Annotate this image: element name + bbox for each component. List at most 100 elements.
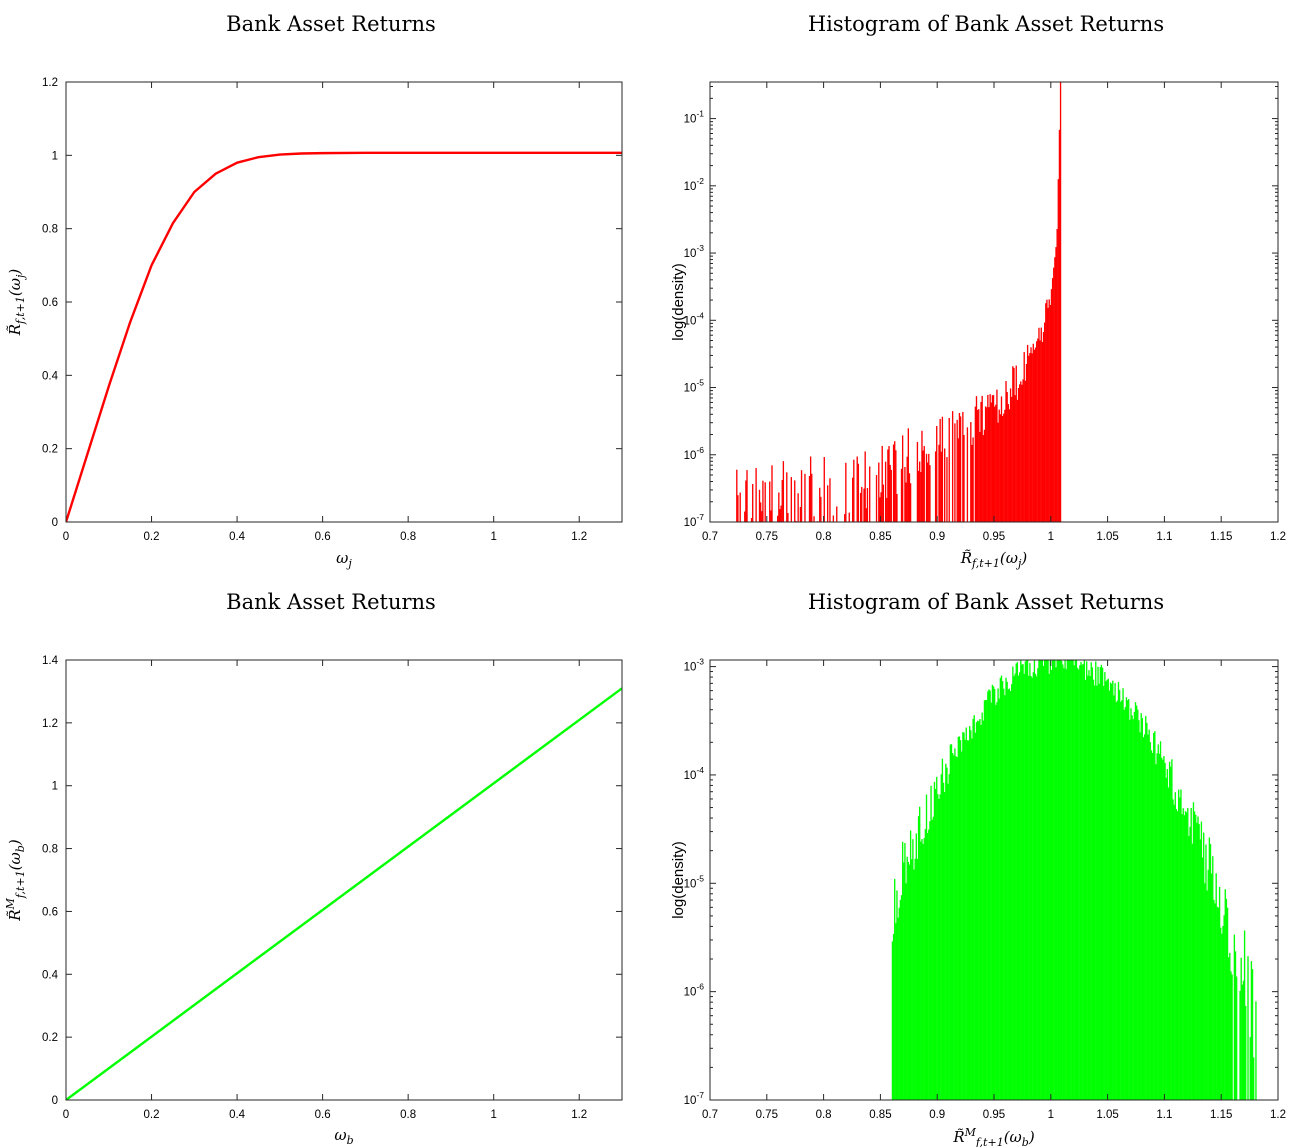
histogram-bar [992, 686, 995, 1100]
chart-title: Bank Asset Returns [226, 590, 436, 614]
histogram-bar [906, 456, 908, 522]
histogram-bar [1104, 672, 1106, 1100]
histogram-bar [1024, 661, 1027, 1100]
histogram-bar [925, 453, 928, 522]
histogram-bar [804, 473, 806, 522]
histogram-bar [1139, 732, 1141, 1100]
histogram-bar [1026, 660, 1029, 1100]
histogram-bar [892, 444, 895, 522]
histogram-bar [1021, 384, 1023, 522]
histogram-bar [1156, 753, 1158, 1100]
x-axis-label: R̃f,t+1(ωj) [960, 549, 1028, 570]
histogram-bar [1189, 826, 1191, 1100]
histogram-bar [1199, 839, 1201, 1100]
histogram-bar [827, 485, 829, 522]
chart-1: Bank Asset Returns 0 0.2 0.4 0.6 0.8 1 1.2 0 0.2 0… [6, 12, 623, 570]
histogram-bar [1224, 889, 1226, 1100]
histogram-bar [750, 518, 753, 522]
histogram-bar [1133, 711, 1136, 1100]
histogram-bar [1155, 764, 1157, 1100]
histogram-bar [782, 461, 785, 522]
histogram-bar [890, 469, 892, 522]
x-tick-label: 1 [490, 531, 496, 543]
histogram-bar [1087, 675, 1089, 1100]
histogram-bar [1171, 759, 1173, 1100]
histogram-bar [1130, 708, 1132, 1100]
histogram-bar [1028, 355, 1030, 522]
histogram-bar [1168, 761, 1171, 1100]
histogram-bar [990, 702, 992, 1100]
histogram-bar [974, 406, 977, 522]
histogram-bar [987, 691, 989, 1100]
histogram-bar [1113, 695, 1115, 1100]
histogram-bar [1015, 365, 1017, 522]
axes-box [65, 81, 623, 523]
histogram-bar [1033, 349, 1036, 522]
histogram-bar [1037, 668, 1039, 1100]
histogram-bar [988, 689, 990, 1100]
histogram-bar [956, 419, 958, 522]
histogram-bar [963, 732, 965, 1100]
histogram-bar [928, 453, 930, 522]
histogram-bar [907, 861, 909, 1100]
histogram-bar [1078, 669, 1080, 1100]
histogram-bar [922, 450, 924, 522]
histogram-bar [1212, 856, 1214, 1100]
histogram-bar [1067, 660, 1070, 1100]
histogram-bar [1140, 713, 1142, 1100]
y-tick-label: 0 [52, 1095, 58, 1107]
histogram-bar [1229, 952, 1231, 1100]
histogram-bar [787, 513, 789, 522]
histogram-bar [1054, 660, 1056, 1100]
histogram-bar [932, 816, 934, 1100]
histogram-bar [1045, 303, 1047, 522]
histogram-bar [912, 839, 914, 1100]
histogram-bar [1062, 664, 1064, 1100]
histogram-bar [1205, 844, 1207, 1100]
histogram-bar [984, 406, 987, 522]
histogram-bar [771, 465, 773, 522]
histogram-bar [1047, 307, 1049, 522]
histogram-bar [970, 422, 972, 522]
x-tick-label: 0.8 [816, 1109, 832, 1121]
histogram-bar [1116, 700, 1119, 1100]
histogram-bar [1030, 675, 1032, 1100]
y-tick-label: 10-5 [684, 378, 705, 395]
histogram-bar [909, 830, 912, 1100]
plot-area [891, 660, 1257, 1100]
histogram-bar [1134, 702, 1137, 1100]
histogram-bar [1147, 734, 1149, 1100]
histogram-bar [797, 493, 799, 522]
x-tick-label: 0.8 [400, 1109, 416, 1121]
histogram-bar [940, 451, 942, 522]
histogram-bar [1064, 660, 1066, 1100]
histogram-bar [865, 508, 867, 522]
histogram-bar [1083, 660, 1086, 1100]
histogram-bar [1213, 899, 1215, 1100]
histogram-bar [972, 718, 974, 1100]
y-tick-label: 1.4 [42, 655, 59, 667]
x-tick-label: 1 [490, 1109, 496, 1121]
histogram-bar [1225, 898, 1228, 1100]
histogram-bar [978, 721, 980, 1100]
histogram-bar [1022, 379, 1024, 522]
x-tick-label: 0.7 [702, 531, 718, 543]
histogram-bar [1120, 701, 1122, 1100]
histogram-bar [897, 917, 899, 1100]
histogram-bar [1071, 660, 1073, 1100]
histogram-bar [1112, 680, 1114, 1100]
histogram-bar [1034, 673, 1037, 1100]
histogram-bar [955, 756, 957, 1100]
histogram-bar [984, 699, 987, 1100]
histogram-bar [1066, 660, 1069, 1100]
histogram-bar [948, 774, 950, 1100]
x-tick-label: 1.1 [1156, 531, 1172, 543]
histogram-bar [896, 890, 898, 1100]
histogram-bar [1029, 352, 1031, 522]
histogram-bar [1125, 697, 1128, 1100]
histogram-bar [1091, 667, 1094, 1100]
histogram-bar [906, 856, 908, 1100]
histogram-bar [1153, 733, 1155, 1100]
histogram-bar [1005, 677, 1007, 1100]
histogram-bar [946, 767, 948, 1100]
